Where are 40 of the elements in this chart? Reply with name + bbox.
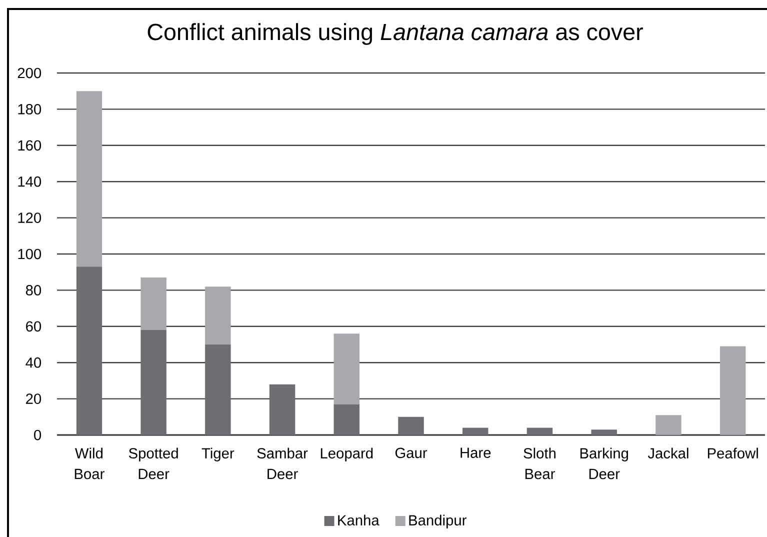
x-tick-label: Gaur — [395, 448, 428, 458]
bar — [205, 286, 231, 344]
y-tick-label: 120 — [18, 212, 42, 223]
x-tick-label: Sloth Bear — [524, 448, 556, 480]
y-tick-label: 140 — [18, 176, 42, 187]
x-tick-label: Sambar Deer — [257, 448, 308, 480]
x-tick-label: Jackal — [648, 448, 688, 458]
bar — [269, 384, 296, 435]
bar — [591, 430, 617, 435]
bar — [76, 91, 102, 267]
bar — [76, 266, 102, 435]
x-tick-label: Tiger — [202, 448, 234, 462]
x-tick-label: Wild Boar — [74, 448, 104, 480]
y-tick-label: 20 — [26, 394, 42, 404]
bar — [398, 416, 424, 435]
x-tick-label: Spotted Deer — [128, 448, 178, 480]
x-tick-label: Hare — [460, 448, 491, 458]
legend-label: Kanha — [338, 514, 380, 526]
y-tick-label: 80 — [26, 285, 42, 296]
legend-label: Bandipur — [409, 514, 466, 528]
y-tick-label: 40 — [26, 357, 42, 368]
bar — [140, 330, 166, 435]
bar — [334, 404, 360, 435]
x-tick-label: Peafowl — [708, 448, 758, 458]
x-tick-label: Barking Deer — [580, 448, 628, 480]
bar — [462, 428, 488, 435]
chart-title: Conflict animals using Lantana camara as cover — [148, 23, 643, 45]
y-tick-label: 0 — [34, 430, 42, 440]
y-tick-label: 100 — [18, 248, 42, 260]
bar — [334, 334, 360, 404]
bar — [205, 344, 231, 435]
bar — [720, 346, 746, 435]
y-tick-label: 60 — [26, 321, 42, 332]
bar — [526, 428, 553, 435]
y-tick-label: 160 — [18, 140, 42, 151]
x-tick-label: Leopard — [320, 448, 373, 462]
bar — [140, 278, 166, 330]
y-tick-label: 200 — [18, 68, 42, 78]
y-tick-label: 180 — [18, 104, 42, 114]
bar — [656, 415, 682, 435]
